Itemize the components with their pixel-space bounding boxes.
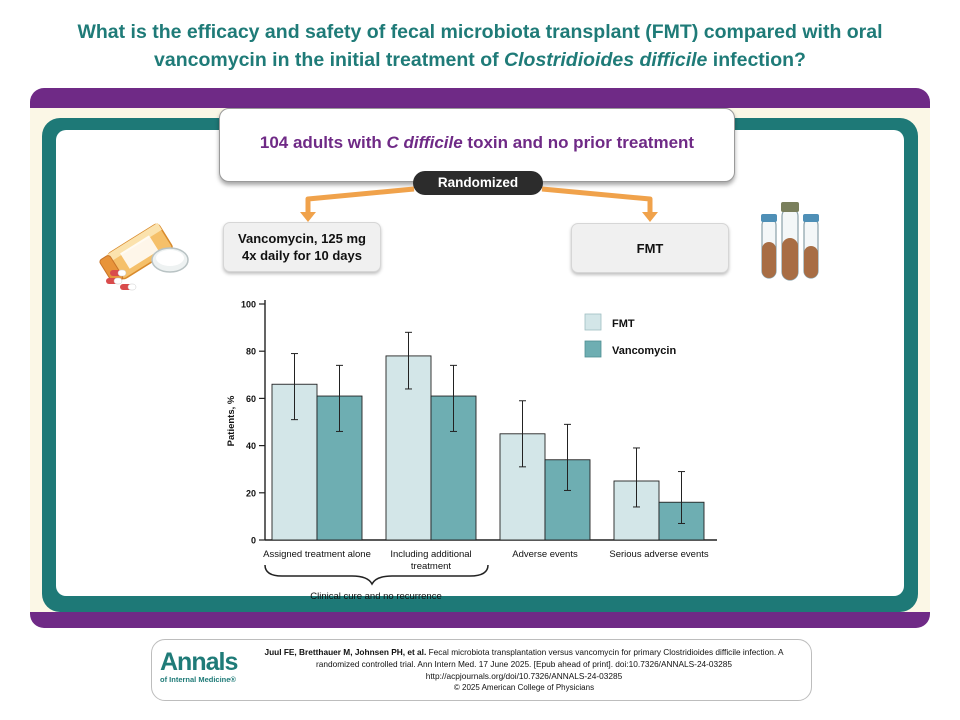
- title-line-2-prefix: vancomycin in the initial treatment of: [154, 49, 505, 71]
- y-axis-label: Patients, %: [226, 395, 237, 446]
- legend: FMT Vancomycin: [584, 313, 676, 358]
- stool-sample-tubes-icon: [761, 202, 819, 281]
- title-line-2: vancomycin in the initial treatment of C…: [40, 46, 920, 74]
- arrow-left-head: [300, 212, 316, 222]
- copyright: © 2025 American College of Physicians: [453, 683, 595, 692]
- legend-swatch-vancomycin: [584, 340, 602, 358]
- population-prefix: 104 adults with: [259, 133, 387, 152]
- fmt-arm-box: FMT: [571, 223, 729, 273]
- citation-authors: Juul FE, Bretthauer M, Johnsen PH, et al…: [264, 647, 427, 657]
- population-italic: C difficile: [386, 133, 463, 152]
- bars: [271, 331, 705, 541]
- fmt-arm-text: FMT: [636, 240, 664, 256]
- citation-line-1-rest: Fecal microbiota transplantation versus …: [426, 647, 784, 657]
- x-category-label: Adverse events: [512, 549, 578, 560]
- content-panel: [56, 130, 904, 596]
- population-text: 104 adults with C difficile toxin and no…: [220, 133, 734, 153]
- y-tick-label: 100: [241, 300, 256, 310]
- citation-line-2: randomized controlled trial. Ann Intern …: [315, 659, 733, 669]
- group-annotation: Clinical cure and no recurrence: [310, 591, 441, 602]
- pill-bottle-icon: [99, 222, 189, 291]
- vancomycin-dose: Vancomycin, 125 mg: [238, 231, 366, 246]
- vancomycin-arm-box: Vancomycin, 125 mg 4x daily for 10 days: [223, 222, 381, 272]
- legend-label-vancomycin: Vancomycin: [612, 345, 676, 357]
- title-line-1: What is the efficacy and safety of fecal…: [77, 21, 883, 43]
- citation-box: [151, 639, 812, 701]
- randomized-label: Randomized: [413, 171, 543, 195]
- vancomycin-arm-text: Vancomycin, 125 mg 4x daily for 10 days: [238, 230, 366, 264]
- population-box: 104 adults with C difficile toxin and no…: [219, 108, 735, 182]
- y-tick-label: 40: [246, 441, 256, 451]
- citation-url: http://acpjournals.org/doi/10.7326/ANNAL…: [425, 671, 623, 681]
- infographic-title: What is the efficacy and safety of fecal…: [40, 18, 920, 74]
- y-tick-label: 80: [246, 347, 256, 357]
- arrow-right-head: [642, 212, 658, 222]
- x-axis-labels: Assigned treatment alone Including additi…: [263, 549, 709, 572]
- citation-text: Juul FE, Bretthauer M, Johnsen PH, et al…: [246, 646, 802, 682]
- y-tick-label: 60: [246, 394, 256, 404]
- x-category-label: Assigned treatment alone: [263, 549, 371, 560]
- arrow-left: [305, 186, 415, 214]
- annals-logo-subtitle: of Internal Medicine®: [160, 675, 236, 684]
- annals-logo: Annals of Internal Medicine®: [160, 648, 240, 685]
- y-tick-label: 0: [251, 536, 256, 546]
- title-line-2-suffix: infection?: [707, 49, 806, 71]
- population-suffix: toxin and no prior treatment: [462, 133, 695, 152]
- citation-line-1: Juul FE, Bretthauer M, Johnsen PH, et al…: [246, 646, 802, 658]
- vancomycin-schedule: 4x daily for 10 days: [242, 248, 362, 263]
- arrow-right: [541, 186, 653, 214]
- x-category-label: Including additional: [390, 549, 471, 560]
- x-category-label: treatment: [411, 561, 451, 572]
- title-line-2-italic: Clostridioides difficile: [504, 49, 708, 71]
- x-category-label: Serious adverse events: [609, 549, 709, 560]
- annals-logo-wordmark: Annals: [160, 648, 238, 676]
- legend-label-fmt: FMT: [612, 318, 635, 330]
- group-brace: [264, 564, 489, 586]
- legend-swatch-fmt: [584, 313, 602, 331]
- y-tick-label: 20: [246, 488, 256, 498]
